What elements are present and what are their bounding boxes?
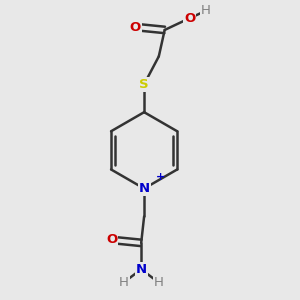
Text: H: H <box>118 276 128 289</box>
Text: O: O <box>130 20 141 34</box>
Text: H: H <box>201 4 211 17</box>
Text: O: O <box>106 233 117 246</box>
Text: N: N <box>139 182 150 195</box>
Text: S: S <box>139 78 149 91</box>
Text: H: H <box>154 276 164 289</box>
Text: +: + <box>156 172 165 182</box>
Text: N: N <box>136 263 147 276</box>
Text: O: O <box>184 12 195 25</box>
